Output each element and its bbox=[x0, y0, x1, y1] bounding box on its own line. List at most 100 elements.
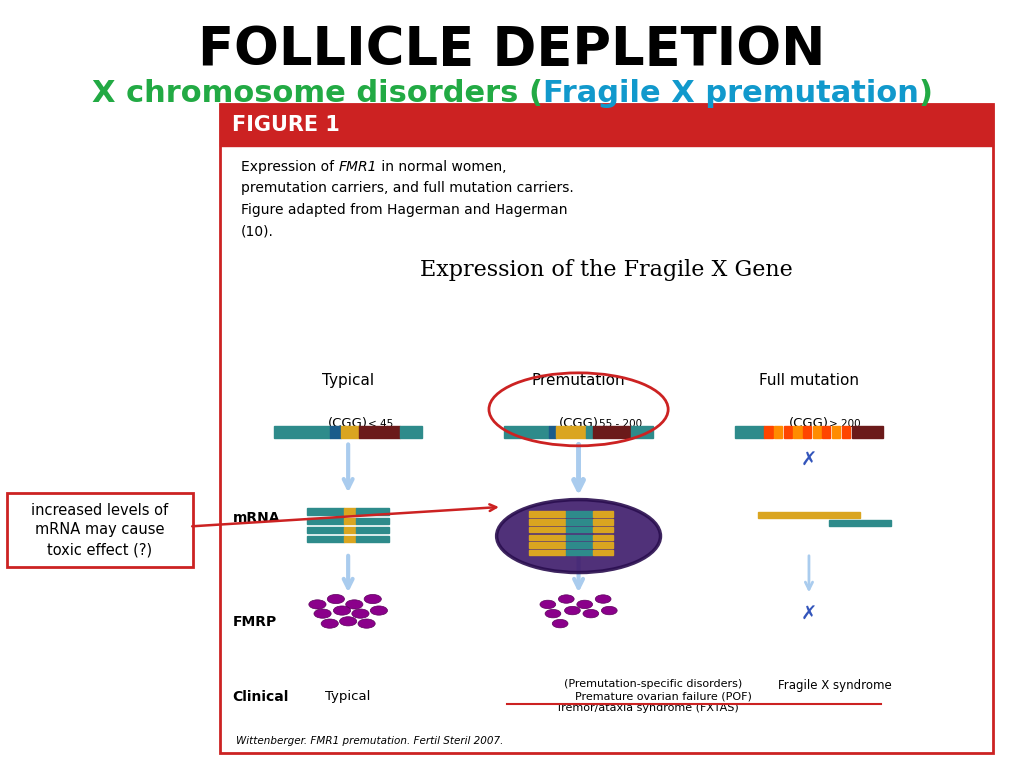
Text: Wittenberger. FMR1 premutation. Fertil Steril 2007.: Wittenberger. FMR1 premutation. Fertil S… bbox=[236, 737, 503, 746]
Bar bbox=[529, 542, 565, 548]
Text: FMR1: FMR1 bbox=[338, 160, 377, 174]
FancyBboxPatch shape bbox=[7, 493, 193, 567]
Bar bbox=[593, 511, 613, 517]
Bar bbox=[842, 426, 850, 438]
Bar bbox=[504, 426, 549, 438]
Text: ✗: ✗ bbox=[801, 605, 817, 624]
Ellipse shape bbox=[558, 595, 574, 604]
Ellipse shape bbox=[334, 606, 350, 615]
Text: in normal women,: in normal women, bbox=[377, 160, 506, 174]
Bar bbox=[529, 550, 565, 555]
Ellipse shape bbox=[322, 619, 338, 628]
Bar bbox=[735, 426, 764, 438]
Bar bbox=[331, 426, 341, 438]
Bar bbox=[852, 426, 883, 438]
Ellipse shape bbox=[595, 595, 611, 604]
Bar bbox=[593, 535, 613, 540]
Text: ): ) bbox=[919, 79, 933, 108]
Bar bbox=[803, 426, 811, 438]
Bar bbox=[764, 426, 772, 438]
Text: 55 - 200: 55 - 200 bbox=[599, 419, 642, 429]
Ellipse shape bbox=[328, 594, 344, 604]
Text: Figure adapted from Hagerman and Hagerman: Figure adapted from Hagerman and Hagerma… bbox=[241, 203, 567, 217]
Bar bbox=[344, 508, 356, 515]
Bar bbox=[631, 426, 653, 438]
Bar bbox=[566, 542, 592, 548]
Text: premutation carriers, and full mutation carriers.: premutation carriers, and full mutation … bbox=[241, 181, 573, 195]
Text: X chromosome disorders (: X chromosome disorders ( bbox=[91, 79, 543, 108]
Bar bbox=[556, 426, 586, 438]
Text: increased levels of
mRNA may cause
toxic effect (?): increased levels of mRNA may cause toxic… bbox=[32, 502, 168, 558]
Text: Full mutation: Full mutation bbox=[759, 372, 859, 388]
Bar bbox=[566, 527, 592, 532]
Bar bbox=[783, 426, 792, 438]
Bar bbox=[566, 511, 592, 517]
Bar bbox=[356, 527, 389, 533]
Bar bbox=[566, 550, 592, 555]
Bar bbox=[400, 426, 422, 438]
Text: Typical: Typical bbox=[323, 372, 374, 388]
Bar bbox=[307, 508, 344, 515]
Ellipse shape bbox=[552, 619, 568, 628]
Bar bbox=[529, 519, 565, 525]
Text: Tremor/ataxia syndrome (FXTAS): Tremor/ataxia syndrome (FXTAS) bbox=[556, 703, 739, 713]
FancyBboxPatch shape bbox=[220, 104, 993, 753]
Text: Clinical: Clinical bbox=[232, 690, 289, 703]
Ellipse shape bbox=[309, 600, 326, 609]
Text: mRNA: mRNA bbox=[232, 511, 280, 525]
Text: Expression of the Fragile X Gene: Expression of the Fragile X Gene bbox=[420, 259, 794, 281]
Bar bbox=[774, 426, 782, 438]
Bar bbox=[274, 426, 331, 438]
Bar bbox=[529, 535, 565, 540]
Bar bbox=[344, 518, 356, 524]
Bar bbox=[593, 426, 631, 438]
Text: < 45: < 45 bbox=[369, 419, 393, 429]
Ellipse shape bbox=[577, 601, 593, 608]
Bar bbox=[529, 527, 565, 532]
Bar bbox=[529, 511, 565, 517]
Ellipse shape bbox=[583, 610, 599, 617]
Ellipse shape bbox=[365, 594, 381, 604]
Ellipse shape bbox=[540, 601, 556, 608]
Bar bbox=[831, 426, 840, 438]
Ellipse shape bbox=[545, 610, 561, 617]
Bar bbox=[307, 527, 344, 533]
Bar bbox=[586, 426, 593, 438]
Text: Premature ovarian failure (POF): Premature ovarian failure (POF) bbox=[574, 691, 752, 702]
Ellipse shape bbox=[358, 619, 375, 628]
Bar bbox=[566, 535, 592, 540]
Text: Typical: Typical bbox=[326, 690, 371, 703]
Bar bbox=[341, 426, 358, 438]
Text: (10).: (10). bbox=[241, 224, 273, 238]
Bar bbox=[344, 527, 356, 533]
Ellipse shape bbox=[314, 609, 331, 618]
Ellipse shape bbox=[371, 606, 387, 615]
Ellipse shape bbox=[564, 607, 581, 614]
Bar bbox=[358, 426, 400, 438]
Text: Premutation: Premutation bbox=[531, 372, 626, 388]
Bar bbox=[307, 536, 344, 542]
Bar bbox=[356, 508, 389, 515]
Bar bbox=[356, 518, 389, 524]
Ellipse shape bbox=[497, 500, 660, 573]
Bar bbox=[593, 542, 613, 548]
Bar bbox=[344, 536, 356, 542]
Ellipse shape bbox=[601, 607, 617, 614]
Bar bbox=[794, 426, 802, 438]
Bar bbox=[566, 519, 592, 525]
Ellipse shape bbox=[346, 600, 362, 609]
Bar bbox=[813, 426, 821, 438]
Bar bbox=[356, 536, 389, 542]
Text: Expression of: Expression of bbox=[241, 160, 338, 174]
Ellipse shape bbox=[352, 609, 369, 618]
Text: (Premutation-specific disorders): (Premutation-specific disorders) bbox=[563, 678, 742, 689]
Ellipse shape bbox=[340, 617, 356, 626]
Bar bbox=[593, 550, 613, 555]
Text: FOLLICLE DEPLETION: FOLLICLE DEPLETION bbox=[199, 24, 825, 76]
Bar bbox=[220, 104, 993, 146]
Bar bbox=[822, 426, 830, 438]
Bar bbox=[307, 518, 344, 524]
Text: FIGURE 1: FIGURE 1 bbox=[232, 114, 340, 135]
Bar bbox=[593, 519, 613, 525]
Bar bbox=[829, 520, 891, 526]
